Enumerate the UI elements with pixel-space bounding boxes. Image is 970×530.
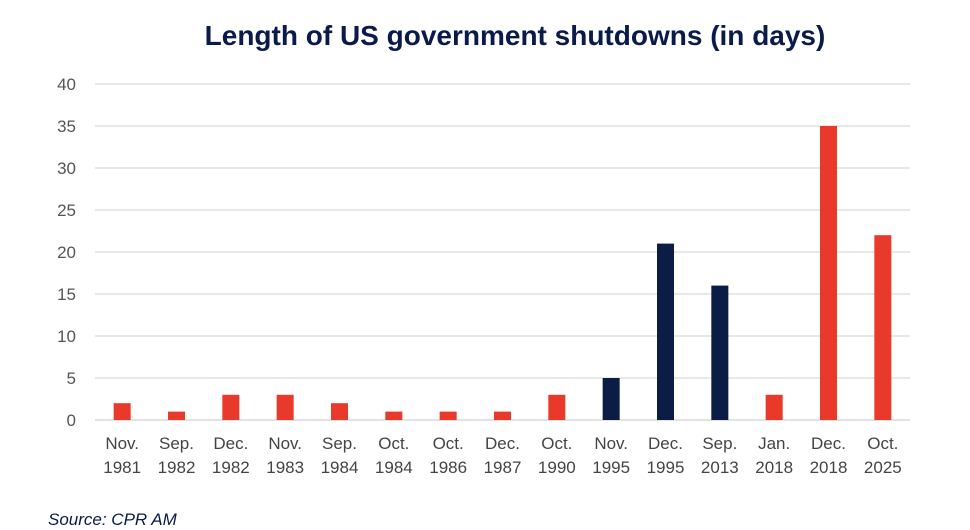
bar xyxy=(494,411,511,420)
x-tick-label: Oct. 1984 xyxy=(375,434,413,477)
bar xyxy=(385,411,403,420)
y-tick-label: 10 xyxy=(57,327,76,346)
source-note: Source: CPR AM xyxy=(48,510,177,529)
y-tick-label: 30 xyxy=(57,159,76,178)
x-axis-ticks: Nov. 1981 Sep. 1982 Dec. 1982 Nov. 1983 Sep. 1984… xyxy=(103,434,901,477)
y-tick-label: 0 xyxy=(67,411,76,430)
y-axis-ticks: 0 5 10 15 20 25 30 35 40 xyxy=(57,75,76,430)
y-tick-label: 20 xyxy=(57,243,76,262)
x-tick-label: Oct. 1990 xyxy=(538,434,576,477)
bar xyxy=(765,394,783,420)
x-tick-label: Sep. 1984 xyxy=(321,434,359,477)
x-tick-label: Dec. 1987 xyxy=(484,434,522,477)
bar xyxy=(602,378,620,420)
x-tick-label: Dec. 1982 xyxy=(212,434,250,477)
x-tick-label: Jan. 2018 xyxy=(755,434,793,477)
bars xyxy=(113,126,892,420)
bar xyxy=(276,394,294,420)
bar xyxy=(113,403,131,420)
x-tick-label: Dec. 1995 xyxy=(647,434,685,477)
y-tick-label: 15 xyxy=(57,285,76,304)
grid-lines xyxy=(95,83,910,421)
x-tick-label: Oct. 1986 xyxy=(429,434,467,477)
y-tick-label: 35 xyxy=(57,117,76,136)
x-tick-label: Sep. 1982 xyxy=(158,434,196,477)
y-tick-label: 5 xyxy=(67,369,76,388)
chart-title: Length of US government shutdowns (in da… xyxy=(204,20,826,51)
bar xyxy=(820,126,837,420)
bar xyxy=(874,235,892,420)
bar xyxy=(168,411,185,420)
bar xyxy=(548,394,566,420)
x-tick-label: Oct. 2025 xyxy=(864,434,902,477)
bar xyxy=(439,411,457,420)
x-tick-label: Nov. 1981 xyxy=(103,434,141,477)
y-tick-label: 25 xyxy=(57,201,76,220)
bar xyxy=(657,243,674,420)
bar xyxy=(331,403,348,420)
bar xyxy=(222,394,240,420)
x-tick-label: Nov. 1983 xyxy=(266,434,304,477)
y-tick-label: 40 xyxy=(57,75,76,94)
x-tick-label: Sep. 2013 xyxy=(701,434,739,477)
bar xyxy=(711,285,729,420)
x-tick-label: Dec. 2018 xyxy=(810,434,848,477)
x-tick-label: Nov. 1995 xyxy=(592,434,630,477)
